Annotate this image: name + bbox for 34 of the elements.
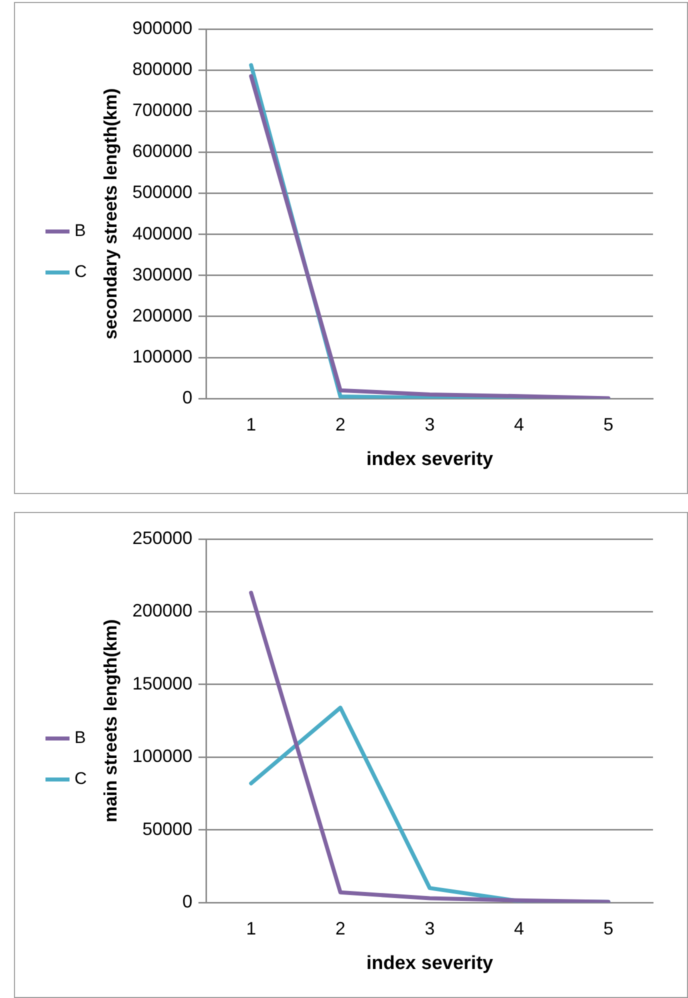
legend-label: B xyxy=(74,728,86,748)
y-axis-title: main streets length(km) xyxy=(100,619,121,822)
y-axis-title: secondary streets length(km) xyxy=(100,88,121,340)
y-tick-label: 200000 xyxy=(132,600,192,621)
y-tick-label: 500000 xyxy=(132,182,192,202)
y-tick-label: 0 xyxy=(182,388,192,408)
y-tick-label: 800000 xyxy=(132,59,192,80)
x-axis-title: index severity xyxy=(366,952,494,974)
y-tick-label: 150000 xyxy=(132,673,192,694)
x-tick-label: 5 xyxy=(603,414,614,434)
x-tick-label: 1 xyxy=(246,918,256,938)
x-tick-label: 3 xyxy=(424,918,435,938)
legend-label: C xyxy=(74,262,87,282)
x-tick-label: 4 xyxy=(514,918,524,938)
x-tick-label: 2 xyxy=(335,918,346,938)
y-tick-label: 100000 xyxy=(132,346,192,366)
legend-label: B xyxy=(74,221,86,240)
x-axis-title: index severity xyxy=(366,448,494,470)
y-tick-label: 700000 xyxy=(132,100,192,120)
y-tick-label: 600000 xyxy=(132,141,192,162)
x-tick-label: 3 xyxy=(424,414,435,434)
y-tick-label: 300000 xyxy=(132,264,192,284)
y-tick-label: 900000 xyxy=(132,18,192,38)
x-tick-label: 4 xyxy=(514,414,524,434)
y-tick-label: 0 xyxy=(182,892,192,912)
legend-label: C xyxy=(74,769,87,788)
y-tick-label: 200000 xyxy=(132,305,192,326)
y-tick-label: 50000 xyxy=(142,818,192,839)
x-tick-label: 2 xyxy=(335,414,346,434)
y-tick-label: 400000 xyxy=(132,223,192,244)
y-tick-label: 250000 xyxy=(132,528,192,548)
x-tick-label: 5 xyxy=(603,918,614,938)
x-tick-label: 1 xyxy=(246,414,256,434)
y-tick-label: 100000 xyxy=(132,746,192,766)
